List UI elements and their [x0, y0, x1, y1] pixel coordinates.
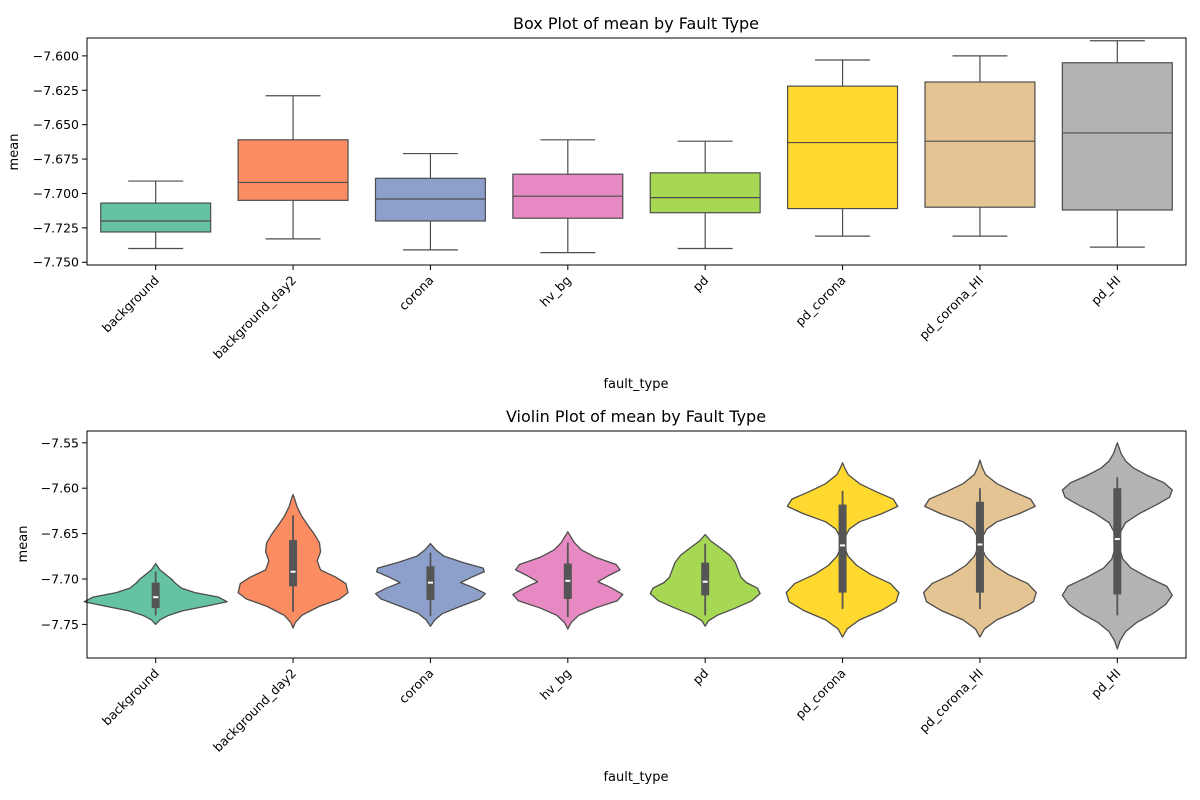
violin-iqr-box [289, 539, 298, 587]
x-tick-label: corona [396, 666, 437, 707]
x-tick-label: pd_HI [1088, 273, 1124, 309]
box-iqr [787, 85, 899, 210]
box-iqr [100, 202, 212, 233]
violin-iqr-box [1113, 488, 1122, 595]
x-tick-label: pd_corona [792, 666, 848, 722]
box-pd_corona [787, 59, 899, 237]
y-tick-label: −7.65 [41, 526, 79, 541]
box-pd_corona_HI [924, 55, 1036, 237]
x-tick-label: pd [689, 273, 711, 295]
y-tick-label: −7.700 [33, 186, 79, 201]
box-hv_bg [512, 139, 624, 254]
violin-hv_bg [512, 531, 624, 630]
box-pd_HI [1061, 40, 1173, 248]
x-tick-label: background_day2 [210, 273, 299, 362]
box-corona [374, 152, 486, 251]
y-tick-label: −7.675 [33, 152, 79, 167]
x-tick-label: background [99, 666, 162, 729]
x-tick-label: hv_bg [537, 666, 574, 703]
violin-plot-frame [86, 430, 1187, 659]
box-background [100, 180, 212, 250]
violin-plot-area: −7.75 −7.70 −7.65 −7.60 −7.55 background backg… [41, 435, 1173, 755]
y-tick-label: −7.75 [41, 617, 79, 632]
box-plot-panel: Box Plot of mean by Fault Type −7.750−7.… [7, 14, 1187, 392]
x-tick-label: pd_corona_HI [916, 273, 986, 343]
violin-pd_corona_HI [922, 459, 1037, 638]
box-iqr [1061, 62, 1173, 211]
violin-pd [649, 533, 761, 627]
y-tick-label: −7.750 [33, 255, 79, 270]
violin-corona [374, 542, 487, 627]
y-tick-label: −7.725 [33, 220, 79, 235]
x-tick-label: background_day2 [210, 666, 299, 755]
box-iqr [924, 81, 1036, 208]
violin-plot-ylabel: mean [16, 526, 31, 563]
y-tick-label: −7.70 [41, 572, 79, 587]
box-plot-title: Box Plot of mean by Fault Type [513, 14, 759, 33]
x-tick-label: background [99, 273, 162, 336]
y-tick-label: −7.60 [41, 481, 79, 496]
box-pd [649, 140, 761, 250]
violin-background [83, 562, 228, 626]
violin-iqr-box [701, 562, 710, 596]
x-tick-label: pd_corona [792, 273, 848, 329]
violin-pd_corona [785, 462, 900, 638]
x-tick-label: pd_HI [1088, 666, 1124, 702]
violin-iqr-box [838, 504, 847, 593]
x-tick-label: corona [396, 273, 437, 314]
y-tick-label: −7.625 [33, 83, 79, 98]
violin-plot-xlabel: fault_type [603, 770, 668, 785]
violin-plot-panel: Violin Plot of mean by Fault Type −7.75−… [16, 407, 1187, 785]
box-iqr [237, 139, 349, 201]
x-tick-label: pd_corona_HI [916, 666, 986, 736]
x-tick-label: pd [689, 666, 711, 688]
box-plot-ylabel: mean [7, 134, 22, 171]
violin-iqr-box [151, 582, 160, 609]
x-tick-label: hv_bg [537, 273, 574, 310]
y-tick-label: −7.650 [33, 117, 79, 132]
violin-pd_HI [1061, 442, 1173, 650]
box-iqr [649, 172, 761, 214]
box-iqr [374, 177, 486, 222]
y-tick-label: −7.55 [41, 435, 79, 450]
box-background_day2 [237, 95, 349, 240]
violin-background_day2 [237, 493, 349, 629]
box-plot-xlabel: fault_type [603, 377, 668, 392]
violin-iqr-box [975, 501, 984, 593]
y-tick-label: −7.600 [33, 48, 79, 63]
box-plot-frame [86, 37, 1187, 266]
box-plot-area: −7.750 −7.725 −7.700 −7.675 −7.650 −7.625 −7.6… [33, 40, 1173, 362]
violin-plot-title: Violin Plot of mean by Fault Type [506, 407, 766, 426]
